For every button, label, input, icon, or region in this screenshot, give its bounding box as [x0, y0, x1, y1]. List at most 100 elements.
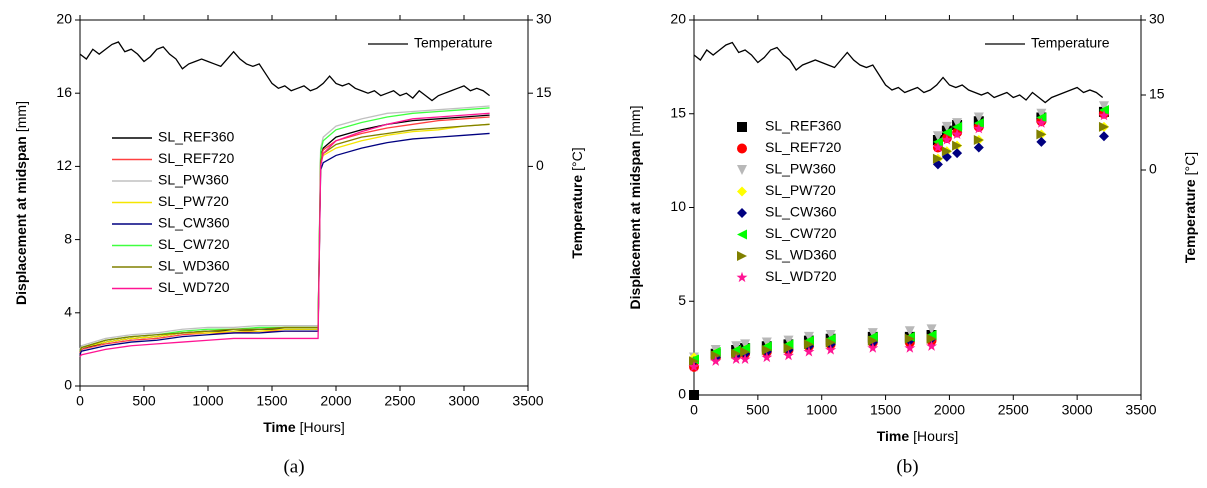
legend-label: SL_REF360	[158, 129, 234, 145]
y-tick-label: 16	[56, 84, 72, 100]
data-point	[761, 351, 773, 363]
y-axis-title: Displacement at midspan [mm]	[627, 106, 643, 310]
data-point	[904, 326, 915, 337]
data-point	[1036, 129, 1047, 140]
x-tick-label: 3000	[1062, 402, 1093, 418]
legend-label: SL_CW360	[158, 215, 230, 231]
data-point	[803, 339, 814, 350]
legend-label: SL_CW360	[765, 204, 837, 220]
y-tick-label: 10	[670, 198, 686, 214]
data-point	[932, 153, 943, 164]
y-axis-title-main: Displacement at midspan	[13, 136, 29, 305]
data-point	[926, 340, 938, 351]
data-point	[941, 127, 952, 138]
data-point	[761, 345, 772, 355]
x-tick-label: 500	[132, 393, 156, 409]
y2-tick-label: 15	[1149, 86, 1165, 102]
y-tick-label: 20	[670, 11, 686, 27]
data-point	[867, 328, 878, 339]
legend-label: SL_PW720	[158, 193, 229, 209]
data-point	[1036, 108, 1047, 119]
y-axis-title: Displacement at midspan [mm]	[13, 101, 29, 305]
data-point	[973, 135, 984, 145]
data-point	[731, 341, 742, 352]
panel-caption: (b)	[896, 456, 918, 477]
data-line	[79, 123, 490, 352]
data-point	[904, 342, 916, 353]
data-point	[803, 346, 815, 357]
legend-label: SL_REF720	[158, 150, 234, 166]
x-axis-title-unit: [Hours]	[300, 419, 345, 435]
data-point	[867, 342, 879, 353]
legend-swatch	[737, 208, 747, 218]
data-line	[79, 116, 490, 354]
y2-axis-title-unit: [°C]	[1182, 152, 1198, 176]
data-point	[825, 337, 836, 348]
chart-panel: 0 500 1000 1500 2000 2500 3000 3500 0 4 8 12 16 20 0 15…	[13, 11, 585, 478]
legend-label: SL_PW360	[765, 161, 836, 177]
x-tick-label: 1500	[256, 393, 287, 409]
data-point	[783, 335, 794, 346]
data-point	[941, 134, 953, 145]
y-tick-label: 0	[678, 386, 686, 402]
legend-swatch	[737, 165, 747, 175]
legend-label: Temperature	[414, 35, 493, 51]
data-point	[952, 140, 963, 151]
data-point	[710, 355, 722, 366]
data-point	[783, 343, 794, 354]
plot-frame	[79, 19, 529, 387]
y-tick-label: 15	[670, 104, 686, 120]
legend-label: SL_PW720	[765, 182, 836, 198]
legend-label: SL_WD360	[158, 258, 230, 274]
y-tick-label: 8	[64, 230, 72, 246]
legend-label: SL_CW720	[765, 225, 837, 241]
data-point	[932, 131, 943, 142]
data-point	[1098, 101, 1109, 112]
data-point	[932, 141, 944, 153]
data-line	[79, 105, 490, 350]
data-line	[79, 41, 490, 102]
data-point	[952, 118, 963, 129]
data-point	[803, 331, 814, 342]
data-point	[783, 349, 794, 361]
legend-label: Temperature	[1031, 35, 1110, 51]
legend-label: SL_WD360	[765, 247, 837, 263]
x-tick-label: 2500	[998, 402, 1029, 418]
x-axis-title: Time [Hours]	[263, 419, 345, 435]
y2-axis-title: Temperature [°C]	[569, 147, 585, 258]
data-point	[1098, 131, 1109, 142]
x-tick-label: 500	[746, 402, 770, 418]
data-line	[79, 123, 490, 352]
x-tick-label: 1500	[870, 402, 901, 418]
x-tick-label: 2000	[320, 393, 351, 409]
x-tick-label: 0	[76, 393, 84, 409]
plot-frame	[693, 19, 1142, 396]
data-line	[693, 41, 1104, 104]
y2-axis-title: Temperature [°C]	[1182, 152, 1198, 263]
legend-label: SL_WD720	[765, 268, 837, 284]
data-point	[952, 148, 963, 159]
x-tick-label: 3500	[1125, 402, 1156, 418]
y2-axis-title-main: Temperature	[569, 175, 585, 259]
y-tick-label: 0	[64, 377, 72, 393]
data-line	[79, 107, 490, 352]
data-line	[79, 132, 490, 356]
y2-tick-label: 0	[536, 157, 544, 173]
y-tick-label: 12	[56, 157, 72, 173]
legend-swatch	[737, 251, 747, 261]
legend-label: SL_REF360	[765, 118, 841, 134]
legend-label: SL_CW720	[158, 236, 230, 252]
legend-swatch	[737, 186, 747, 197]
legend-swatch	[737, 143, 747, 154]
data-point	[973, 112, 984, 123]
y-axis-title-unit: [mm]	[627, 106, 643, 137]
data-point	[1036, 136, 1047, 147]
y-axis-title-unit: [mm]	[13, 101, 29, 132]
data-point	[973, 123, 985, 134]
x-tick-label: 1000	[192, 393, 223, 409]
y-tick-label: 5	[678, 292, 686, 308]
y2-axis-title-main: Temperature	[1182, 179, 1198, 263]
data-point	[761, 337, 772, 348]
legend-swatch	[737, 122, 747, 132]
data-point	[740, 346, 751, 357]
